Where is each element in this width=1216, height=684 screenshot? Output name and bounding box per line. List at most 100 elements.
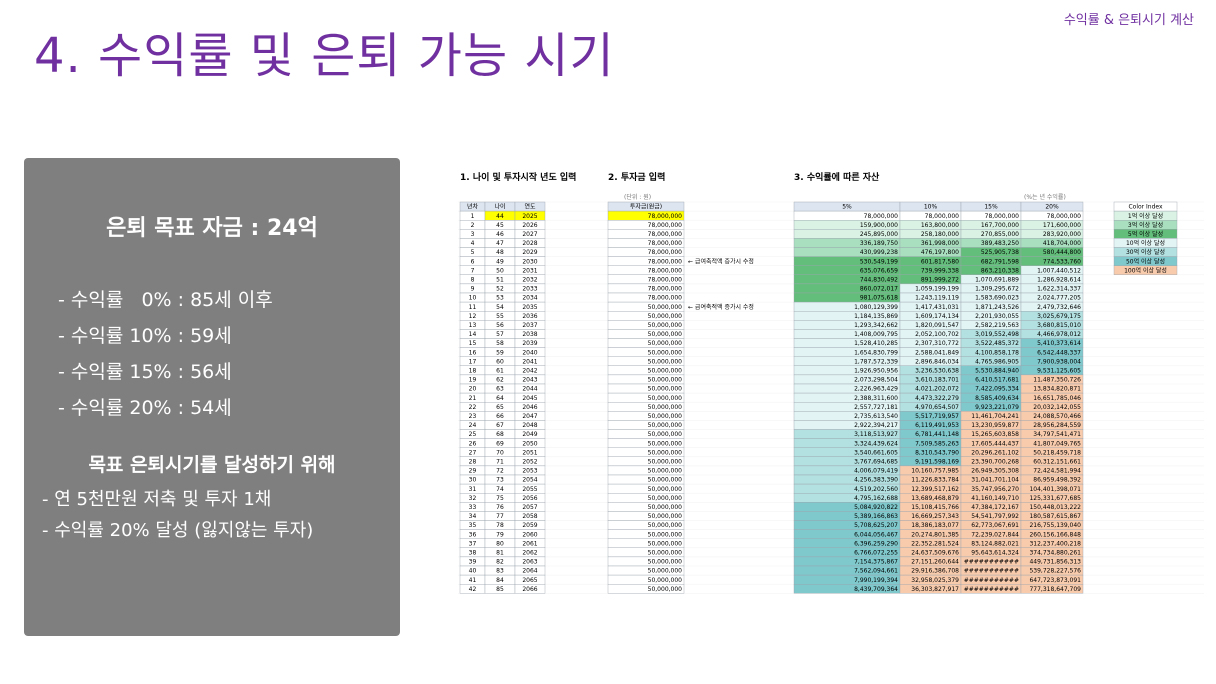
year-text: 10 <box>469 295 477 302</box>
year-text: 21 <box>469 395 477 402</box>
rate-text: 24,088,570,466 <box>1033 413 1081 420</box>
year-text: 29 <box>469 468 477 475</box>
rate-text: 78,000,000 <box>925 213 960 220</box>
rate-text: 7,900,938,004 <box>1037 358 1081 365</box>
age-text: 66 <box>496 413 504 420</box>
rate-text: 5,530,884,940 <box>975 368 1019 375</box>
page-title: 4. 수익률 및 은퇴 가능 시기 <box>34 28 615 84</box>
rate-text: 635,076,659 <box>860 267 898 274</box>
rate-text: 78,000,000 <box>864 213 899 220</box>
invest-text: 50,000,000 <box>648 322 683 329</box>
rate-text: 4,100,858,178 <box>975 349 1019 356</box>
rate-text: 1,583,690,023 <box>975 295 1019 302</box>
invest-text: 50,000,000 <box>648 486 683 493</box>
rate-text: 336,189,750 <box>860 240 898 247</box>
rate-text: 18,386,183,077 <box>911 522 959 529</box>
action-item: - 연 5천만원 저축 및 투자 1채 <box>42 489 272 510</box>
rate-text: 20,296,261,102 <box>971 449 1019 456</box>
year-text: 19 <box>469 377 477 384</box>
age-text: 51 <box>496 277 504 284</box>
unit-note: (단위 : 원) <box>624 193 651 201</box>
color-index-label: 10억 이상 달성 <box>1126 239 1165 247</box>
rate-text: 389,483,250 <box>981 240 1019 247</box>
invest-text: 50,000,000 <box>648 440 683 447</box>
age-text: 73 <box>496 477 504 484</box>
rate-text: 5,708,625,207 <box>854 522 898 529</box>
rate-text: 1,654,830,799 <box>854 349 898 356</box>
rate-text: 374,734,880,261 <box>1029 550 1081 557</box>
rate-text: 6,044,056,467 <box>854 531 898 538</box>
rate-text: 682,791,598 <box>981 258 1019 265</box>
age-text: 68 <box>496 431 504 438</box>
year-text: 3 <box>471 231 475 238</box>
calendar-text: 2040 <box>522 349 537 356</box>
rate-text: 860,072,017 <box>860 286 898 293</box>
year-text: 41 <box>469 577 477 584</box>
rate-text: 1,926,950,956 <box>854 368 898 375</box>
calendar-text: 2037 <box>522 322 537 329</box>
rate-text: 270,855,000 <box>981 231 1019 238</box>
rate-text: 3,610,183,701 <box>915 377 959 384</box>
age-text: 67 <box>496 422 504 429</box>
rate-text: 2,201,930,055 <box>975 313 1019 320</box>
rate-text: 41,807,049,765 <box>1033 440 1081 447</box>
rate-text: 5,517,719,957 <box>915 413 959 420</box>
rate-text: 86,959,498,392 <box>1033 477 1081 484</box>
action-item: - 수익률 20% 달성 (잃지않는 투자) <box>42 520 314 541</box>
invest-text: 50,000,000 <box>648 559 683 566</box>
age-text: 55 <box>496 313 504 320</box>
year-text: 6 <box>471 258 475 265</box>
year-text: 28 <box>469 459 477 466</box>
calendar-text: 2053 <box>522 468 537 475</box>
calendar-text: 2027 <box>522 231 537 238</box>
rate-text: 7,990,199,394 <box>854 577 898 584</box>
calendar-text: 2065 <box>522 577 537 584</box>
year-text: 37 <box>469 540 477 547</box>
age-text: 79 <box>496 531 504 538</box>
year-text: 24 <box>469 422 477 429</box>
rate-text: 7,154,375,867 <box>854 559 898 566</box>
rate-text: 31,041,701,104 <box>971 477 1019 484</box>
rate-text: 6,766,072,255 <box>854 550 898 557</box>
invest-text: 78,000,000 <box>648 286 683 293</box>
age-text: 64 <box>496 395 504 402</box>
year-text: 42 <box>469 586 477 593</box>
year-text: 39 <box>469 559 477 566</box>
rate-text: 1,417,431,031 <box>915 304 959 311</box>
rate-text: 525,905,738 <box>981 249 1019 256</box>
rate-text: 180,587,615,867 <box>1029 513 1081 520</box>
calendar-text: 2066 <box>522 586 537 593</box>
rate-text: 430,999,238 <box>860 249 898 256</box>
rate-text: 258,180,000 <box>921 231 959 238</box>
rate-text: 4,473,322,279 <box>915 395 959 402</box>
rate-text: 15,265,603,858 <box>971 431 1019 438</box>
rate-text: 777,318,647,709 <box>1029 586 1081 593</box>
age-text: 61 <box>496 368 504 375</box>
calendar-text: 2033 <box>522 286 537 293</box>
rate-text: 26,949,305,308 <box>971 468 1019 475</box>
rate-text: 1,408,009,795 <box>854 331 898 338</box>
rate-text: 647,723,873,091 <box>1029 577 1081 584</box>
invest-cell <box>607 584 685 594</box>
rate-text: 2,557,727,181 <box>854 404 898 411</box>
calendar-text: 2046 <box>522 404 537 411</box>
rate-text: 27,151,260,644 <box>911 559 959 566</box>
rate-text: 104,401,398,071 <box>1029 486 1081 493</box>
year-text: 13 <box>469 322 477 329</box>
rate-text: 1,293,342,662 <box>854 322 898 329</box>
color-index-label: 50억 이상 달성 <box>1126 257 1165 265</box>
rate-text: 150,448,013,222 <box>1029 504 1081 511</box>
calendar-text: 2062 <box>522 550 537 557</box>
rate-text: 4,021,202,072 <box>915 386 959 393</box>
invest-text: 50,000,000 <box>648 504 683 511</box>
invest-text: 78,000,000 <box>648 231 683 238</box>
rate-text: 5,389,166,863 <box>854 513 898 520</box>
rate-text: 47,384,172,167 <box>971 504 1019 511</box>
invest-text: 78,000,000 <box>648 277 683 284</box>
invest-note: ← 급여축적액 증가시 수정 <box>688 303 754 311</box>
invest-text: 50,000,000 <box>648 550 683 557</box>
invest-text: 50,000,000 <box>648 340 683 347</box>
rate-text: 3,522,485,372 <box>975 340 1019 347</box>
rate-text: 9,191,598,169 <box>915 459 959 466</box>
calendar-text: 2058 <box>522 513 537 520</box>
